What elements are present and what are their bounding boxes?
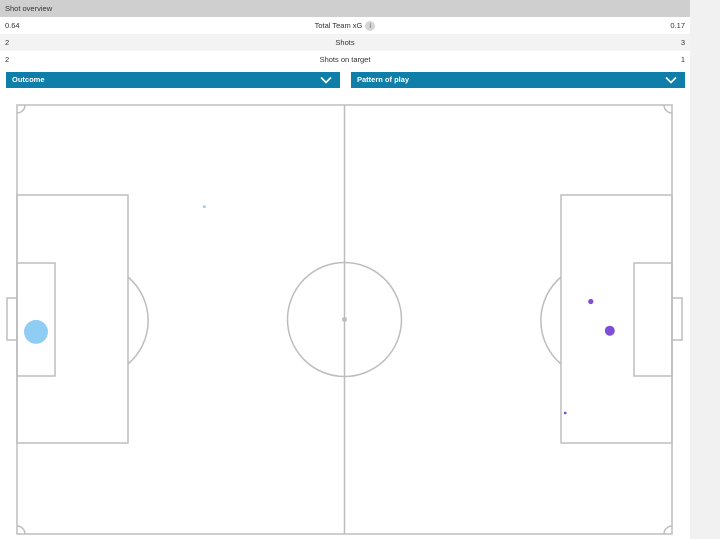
info-icon[interactable]: i bbox=[365, 21, 376, 32]
home-shots-on-target: 2 bbox=[5, 55, 10, 64]
left-penalty-area bbox=[16, 194, 129, 444]
right-six-yard-box bbox=[633, 262, 673, 377]
shot-overview-header: Shot overview bbox=[0, 0, 690, 17]
shot-marker-left-0[interactable] bbox=[24, 319, 48, 344]
left-goal bbox=[6, 297, 18, 341]
shot-marker-right-4[interactable] bbox=[563, 411, 567, 415]
pitch-markings bbox=[6, 104, 683, 535]
shot-map-pitch bbox=[6, 104, 683, 535]
header-title: Shot overview bbox=[5, 4, 53, 13]
corner-arc-bottom-right bbox=[663, 525, 673, 535]
stat-label-total-xg: Total Team xG i bbox=[0, 17, 690, 34]
stat-row-shots: 2 Shots 3 bbox=[0, 34, 690, 51]
home-total-xg: 0.64 bbox=[5, 21, 20, 30]
right-goal bbox=[671, 297, 683, 341]
stat-label-shots: Shots bbox=[335, 38, 355, 47]
shot-markers bbox=[24, 205, 615, 415]
corner-arc-bottom-left bbox=[16, 525, 26, 535]
right-penalty-arc bbox=[540, 276, 562, 365]
away-shots: 3 bbox=[680, 38, 685, 47]
shot-marker-left-1[interactable] bbox=[202, 205, 206, 209]
away-total-xg: 0.17 bbox=[670, 21, 685, 30]
outcome-dropdown-label: Outcome bbox=[12, 75, 45, 84]
home-shots: 2 bbox=[5, 38, 10, 47]
outcome-dropdown[interactable]: Outcome bbox=[6, 72, 340, 88]
centre-spot bbox=[342, 317, 347, 322]
stat-label-shots-on-target: Shots on target bbox=[319, 55, 371, 64]
pattern-of-play-dropdown[interactable]: Pattern of play bbox=[351, 72, 685, 88]
left-six-yard-box bbox=[16, 262, 56, 377]
corner-arc-top-left bbox=[16, 104, 26, 114]
stat-row-shots-on-target: 2 Shots on target 1 bbox=[0, 51, 690, 68]
pattern-of-play-dropdown-label: Pattern of play bbox=[357, 75, 410, 84]
shot-marker-right-3[interactable] bbox=[604, 325, 615, 336]
scrollbar-gutter[interactable] bbox=[690, 0, 720, 539]
corner-arc-top-right bbox=[663, 104, 673, 114]
chevron-down-icon bbox=[320, 76, 332, 84]
centre-circle bbox=[286, 261, 403, 378]
stat-label-text: Total Team xG bbox=[314, 21, 363, 30]
right-penalty-area bbox=[560, 194, 673, 444]
shot-marker-right-2[interactable] bbox=[588, 298, 594, 305]
chevron-down-icon bbox=[665, 76, 677, 84]
stat-row-total-xg: 0.64 Total Team xG i 0.17 bbox=[0, 17, 690, 34]
away-shots-on-target: 1 bbox=[680, 55, 685, 64]
left-penalty-arc bbox=[127, 276, 149, 365]
